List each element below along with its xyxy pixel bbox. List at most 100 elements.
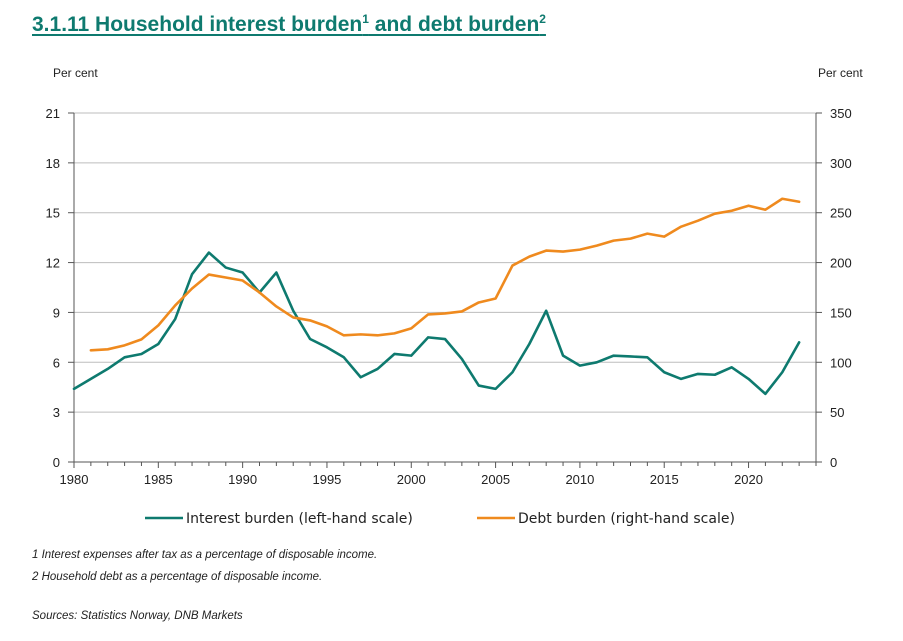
left-axis-unit: Per cent [53,66,98,80]
data-point-interest-burden [191,273,193,275]
data-point-debt-burden [663,236,665,238]
data-point-debt-burden [208,274,210,276]
y-right-tick-label: 250 [830,206,852,221]
data-point-interest-burden [292,310,294,312]
data-point-interest-burden [697,373,699,375]
data-point-debt-burden [140,338,142,340]
data-point-interest-burden [495,388,497,390]
data-point-interest-burden [680,378,682,380]
data-point-debt-burden [528,256,530,258]
x-tick-label: 1995 [312,472,341,487]
title-footnote-ref-1: 1 [362,12,369,26]
y-left-tick-label: 3 [53,405,60,420]
data-point-interest-burden [461,358,463,360]
data-point-debt-burden [714,213,716,215]
data-point-debt-burden [562,251,564,253]
sources-note: Sources: Statistics Norway, DNB Markets [32,610,243,622]
y-right-tick-label: 200 [830,256,852,271]
data-point-interest-burden [528,343,530,345]
data-point-debt-burden [124,344,126,346]
series-line-debt-burden [89,197,801,352]
data-point-interest-burden [124,356,126,358]
data-point-debt-burden [781,198,783,200]
data-point-debt-burden [377,334,379,336]
data-point-debt-burden [410,327,412,329]
x-tick-label: 2005 [481,472,510,487]
data-point-debt-burden [764,209,766,211]
data-point-debt-burden [343,334,345,336]
data-point-debt-burden [731,210,733,212]
data-point-debt-burden [798,201,800,203]
y-left-tick-label: 6 [53,355,60,370]
footnote-1: 1 Interest expenses after tax as a perce… [32,549,378,561]
data-point-debt-burden [107,348,109,350]
data-point-interest-burden [562,355,564,357]
data-point-interest-burden [242,272,244,274]
data-point-interest-burden [90,378,92,380]
data-point-interest-burden [444,338,446,340]
data-point-debt-burden [697,220,699,222]
data-point-interest-burden [360,376,362,378]
data-point-interest-burden [107,368,109,370]
x-tick-label: 1980 [60,472,89,487]
data-point-interest-burden [377,368,379,370]
footnote-2: 2 Household debt as a percentage of disp… [32,571,323,583]
legend-label-interest-burden: Interest burden (left-hand scale) [186,511,413,527]
data-point-interest-burden [326,346,328,348]
data-point-debt-burden [242,280,244,282]
data-point-interest-burden [309,338,311,340]
legend-label-debt-burden: Debt burden (right-hand scale) [518,511,735,527]
data-point-debt-burden [579,249,581,251]
title-text-main: 3.1.11 Household interest burden [32,13,363,36]
data-point-debt-burden [225,277,227,279]
data-point-interest-burden [511,371,513,373]
data-point-debt-burden [90,349,92,351]
data-point-debt-burden [444,312,446,314]
data-point-debt-burden [191,288,193,290]
title-text-secondary: and debt burden [368,13,540,36]
data-point-debt-burden [613,240,615,242]
y-right-tick-label: 0 [830,455,837,470]
data-point-debt-burden [393,332,395,334]
data-point-interest-burden [646,356,648,358]
data-point-debt-burden [495,297,497,299]
data-point-debt-burden [326,325,328,327]
data-point-debt-burden [630,238,632,240]
data-point-interest-burden [545,310,547,312]
data-point-debt-burden [427,313,429,315]
x-tick-label: 1990 [228,472,257,487]
data-point-interest-burden [630,355,632,357]
y-left-tick-label: 9 [53,305,60,320]
data-point-interest-burden [157,343,159,345]
x-tick-label: 1985 [144,472,173,487]
y-right-tick-label: 300 [830,156,852,171]
data-point-interest-burden [748,378,750,380]
y-right-tick-label: 50 [830,405,844,420]
data-point-interest-burden [478,385,480,387]
x-tick-label: 2015 [650,472,679,487]
data-point-debt-burden [292,316,294,318]
data-point-interest-burden [663,371,665,373]
title-footnote-ref-2: 2 [539,12,546,26]
data-point-interest-burden [343,356,345,358]
data-point-debt-burden [545,250,547,252]
x-tick-label: 2000 [397,472,426,487]
data-point-debt-burden [646,233,648,235]
y-left-tick-label: 21 [46,106,60,121]
y-left-tick-label: 15 [46,206,60,221]
y-right-tick-label: 150 [830,305,852,320]
data-point-debt-burden [748,205,750,207]
data-point-debt-burden [461,310,463,312]
y-right-tick-label: 350 [830,106,852,121]
data-point-debt-burden [360,333,362,335]
data-point-interest-burden [410,355,412,357]
data-point-interest-burden [579,365,581,367]
data-point-interest-burden [764,393,766,395]
y-left-tick-label: 12 [46,256,60,271]
data-point-interest-burden [225,267,227,269]
data-point-debt-burden [309,319,311,321]
right-axis-unit: Per cent [818,66,863,80]
data-point-debt-burden [157,324,159,326]
data-point-debt-burden [596,245,598,247]
data-point-interest-burden [140,353,142,355]
